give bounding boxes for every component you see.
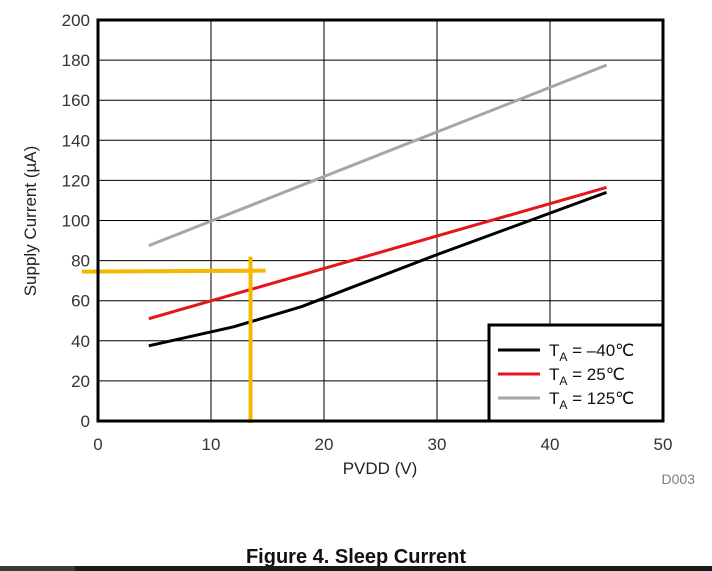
- x-tick-label: 50: [654, 435, 673, 454]
- series-line-2: [148, 63, 608, 247]
- plot-border: [96, 18, 665, 423]
- y-tick-label: 80: [71, 252, 90, 271]
- annotation-guides: [81, 256, 266, 423]
- y-tick-label: 120: [62, 171, 90, 190]
- y-tick-label: 40: [71, 332, 90, 351]
- y-tick-label: 180: [62, 51, 90, 70]
- y-tick-label: 200: [62, 11, 90, 30]
- legend-label-2: TA = 125℃: [549, 389, 634, 412]
- y-tick-label: 20: [71, 372, 90, 391]
- legend-label-0: TA = –40℃: [549, 341, 634, 364]
- legend-label-1: TA = 25℃: [549, 365, 625, 388]
- x-tick-label: 0: [93, 435, 102, 454]
- legend: TA = –40℃TA = 25℃TA = 125℃: [487, 323, 665, 423]
- y-axis-label: Supply Current (µA): [21, 146, 40, 297]
- x-tick-label: 40: [541, 435, 560, 454]
- annotation-horizontal-line: [81, 268, 266, 274]
- series-line-0: [148, 190, 608, 348]
- figure-code: D003: [662, 471, 696, 487]
- x-tick-label: 30: [428, 435, 447, 454]
- y-tick-label: 0: [81, 412, 90, 431]
- y-tick-label: 60: [71, 292, 90, 311]
- series-lines: [148, 63, 608, 348]
- series-line-1: [148, 185, 607, 321]
- x-tick-label: 20: [315, 435, 334, 454]
- figure-caption: Figure 4. Sleep Current: [245, 546, 467, 568]
- bottom-bar: [0, 566, 712, 571]
- bottom-bar-segment: [0, 566, 75, 571]
- y-tick-label: 100: [62, 212, 90, 231]
- x-tick-label: 10: [202, 435, 221, 454]
- y-tick-labels: 0 20 40 60 80 100 120 140 160 180 200: [62, 11, 90, 431]
- y-tick-label: 160: [62, 91, 90, 110]
- x-axis-label: PVDD (V): [343, 459, 418, 478]
- y-tick-label: 140: [62, 131, 90, 150]
- x-tick-labels: 0 10 20 30 40 50: [93, 435, 672, 454]
